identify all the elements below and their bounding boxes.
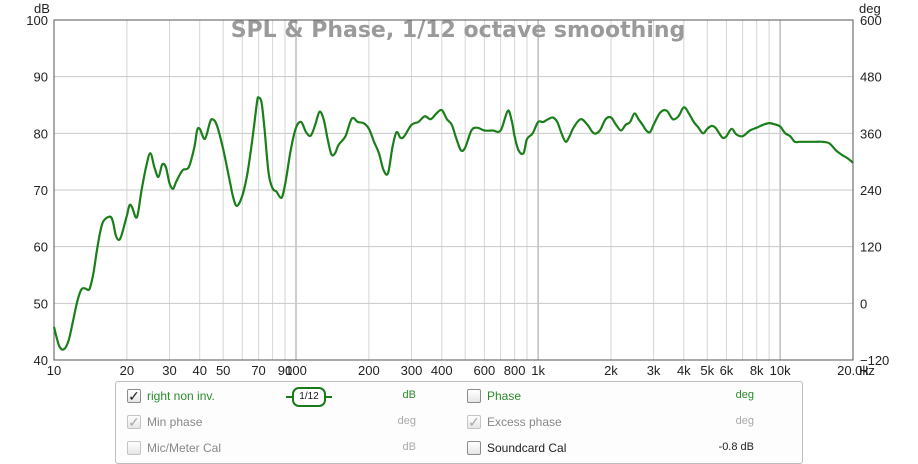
x-tick-label: 400: [431, 363, 453, 378]
y-axis: 40 50 60 70 80 90 100: [26, 13, 48, 368]
excess-phase-unit: deg: [735, 415, 754, 427]
x-tick-label: 8k: [750, 363, 764, 378]
y2-tick-label: 360: [860, 126, 882, 141]
x-tick-label: 20: [120, 363, 134, 378]
chart-title: SPL & Phase, 1/12 octave smoothing: [231, 18, 686, 43]
mic-cal-unit: dB: [402, 441, 416, 453]
legend-panel: ✓ right non inv. 1/12 dB Phase deg ✓ Min…: [115, 381, 803, 464]
y-tick-label: 80: [34, 126, 48, 141]
phase-unit: deg: [735, 389, 754, 401]
y2-tick-label: 120: [860, 240, 882, 255]
x-tick-label: 4k: [677, 363, 691, 378]
x-tick-label: 100: [285, 363, 307, 378]
legend-row-spl: ✓ right non inv. 1/12 dB Phase deg: [116, 384, 802, 410]
y2-axis-unit: deg: [859, 1, 881, 16]
x-tick-label: 50: [216, 363, 230, 378]
x-tick-label: 300: [401, 363, 423, 378]
y-tick-label: 90: [34, 70, 48, 85]
spl-unit: dB: [402, 389, 416, 401]
y-tick-label: 70: [34, 183, 48, 198]
soundcard-cal-checkbox[interactable]: [467, 441, 481, 455]
x-tick-label: 90: [278, 363, 292, 378]
x-tick-label: 10k: [770, 363, 791, 378]
y2-tick-label: 600: [860, 13, 882, 28]
y2-tick-label: 0: [860, 296, 867, 311]
x-tick-label: 10: [47, 363, 61, 378]
y2-axis: −120 0 120 240 360 480 600: [860, 13, 889, 368]
smoothing-badge[interactable]: 1/12: [286, 387, 332, 407]
mic-cal-label: Mic/Meter Cal: [147, 441, 222, 455]
spl-checkbox[interactable]: ✓: [127, 388, 141, 404]
x-tick-label: 5k: [700, 363, 714, 378]
spl-label: right non inv.: [147, 389, 215, 403]
x-tick-label: 6k: [720, 363, 734, 378]
y-tick-label: 100: [26, 13, 48, 28]
y-tick-label: 60: [34, 240, 48, 255]
soundcard-cal-label: Soundcard Cal: [487, 441, 567, 455]
mic-cal-checkbox[interactable]: [127, 441, 141, 455]
chart: SPL & Phase, 1/12 octave smoothing 40 50 6…: [26, 1, 889, 378]
phase-label: Phase: [487, 389, 522, 403]
y-tick-label: 40: [34, 353, 48, 368]
x-tick-label: 2k: [604, 363, 618, 378]
spl-series-line: [52, 96, 854, 351]
x-tick-label: 200: [358, 363, 380, 378]
x-tick-label: 800: [504, 363, 526, 378]
x-tick-label: 70: [251, 363, 265, 378]
legend-row-cal: Mic/Meter Cal dB Soundcard Cal -0.8 dB: [116, 436, 802, 462]
excess-phase-label: Excess phase: [487, 415, 562, 429]
x-tick-label: 30: [162, 363, 176, 378]
y-axis-unit: dB: [34, 1, 50, 16]
legend-row-min-phase: ✓ Min phase deg ✓ Excess phase deg: [116, 410, 802, 436]
y2-tick-label: 240: [860, 183, 882, 198]
x-tick-label: 20.0k: [837, 363, 869, 378]
soundcard-cal-value: -0.8 dB: [718, 441, 754, 453]
grid: [54, 20, 853, 360]
y2-tick-label: 480: [860, 70, 882, 85]
y-tick-label: 50: [34, 296, 48, 311]
x-tick-label: 600: [474, 363, 496, 378]
x-tick-label: 1k: [531, 363, 545, 378]
phase-checkbox[interactable]: [467, 389, 481, 403]
plot-frame: [53, 19, 854, 361]
x-axis-unit: Hz: [859, 363, 875, 378]
excess-phase-checkbox[interactable]: ✓: [467, 414, 481, 430]
min-phase-label: Min phase: [147, 415, 203, 429]
min-phase-checkbox[interactable]: ✓: [127, 414, 141, 430]
min-phase-unit: deg: [397, 415, 416, 427]
x-tick-label: 40: [192, 363, 206, 378]
y2-tick-label: −120: [860, 353, 889, 368]
x-tick-label: 3k: [647, 363, 661, 378]
